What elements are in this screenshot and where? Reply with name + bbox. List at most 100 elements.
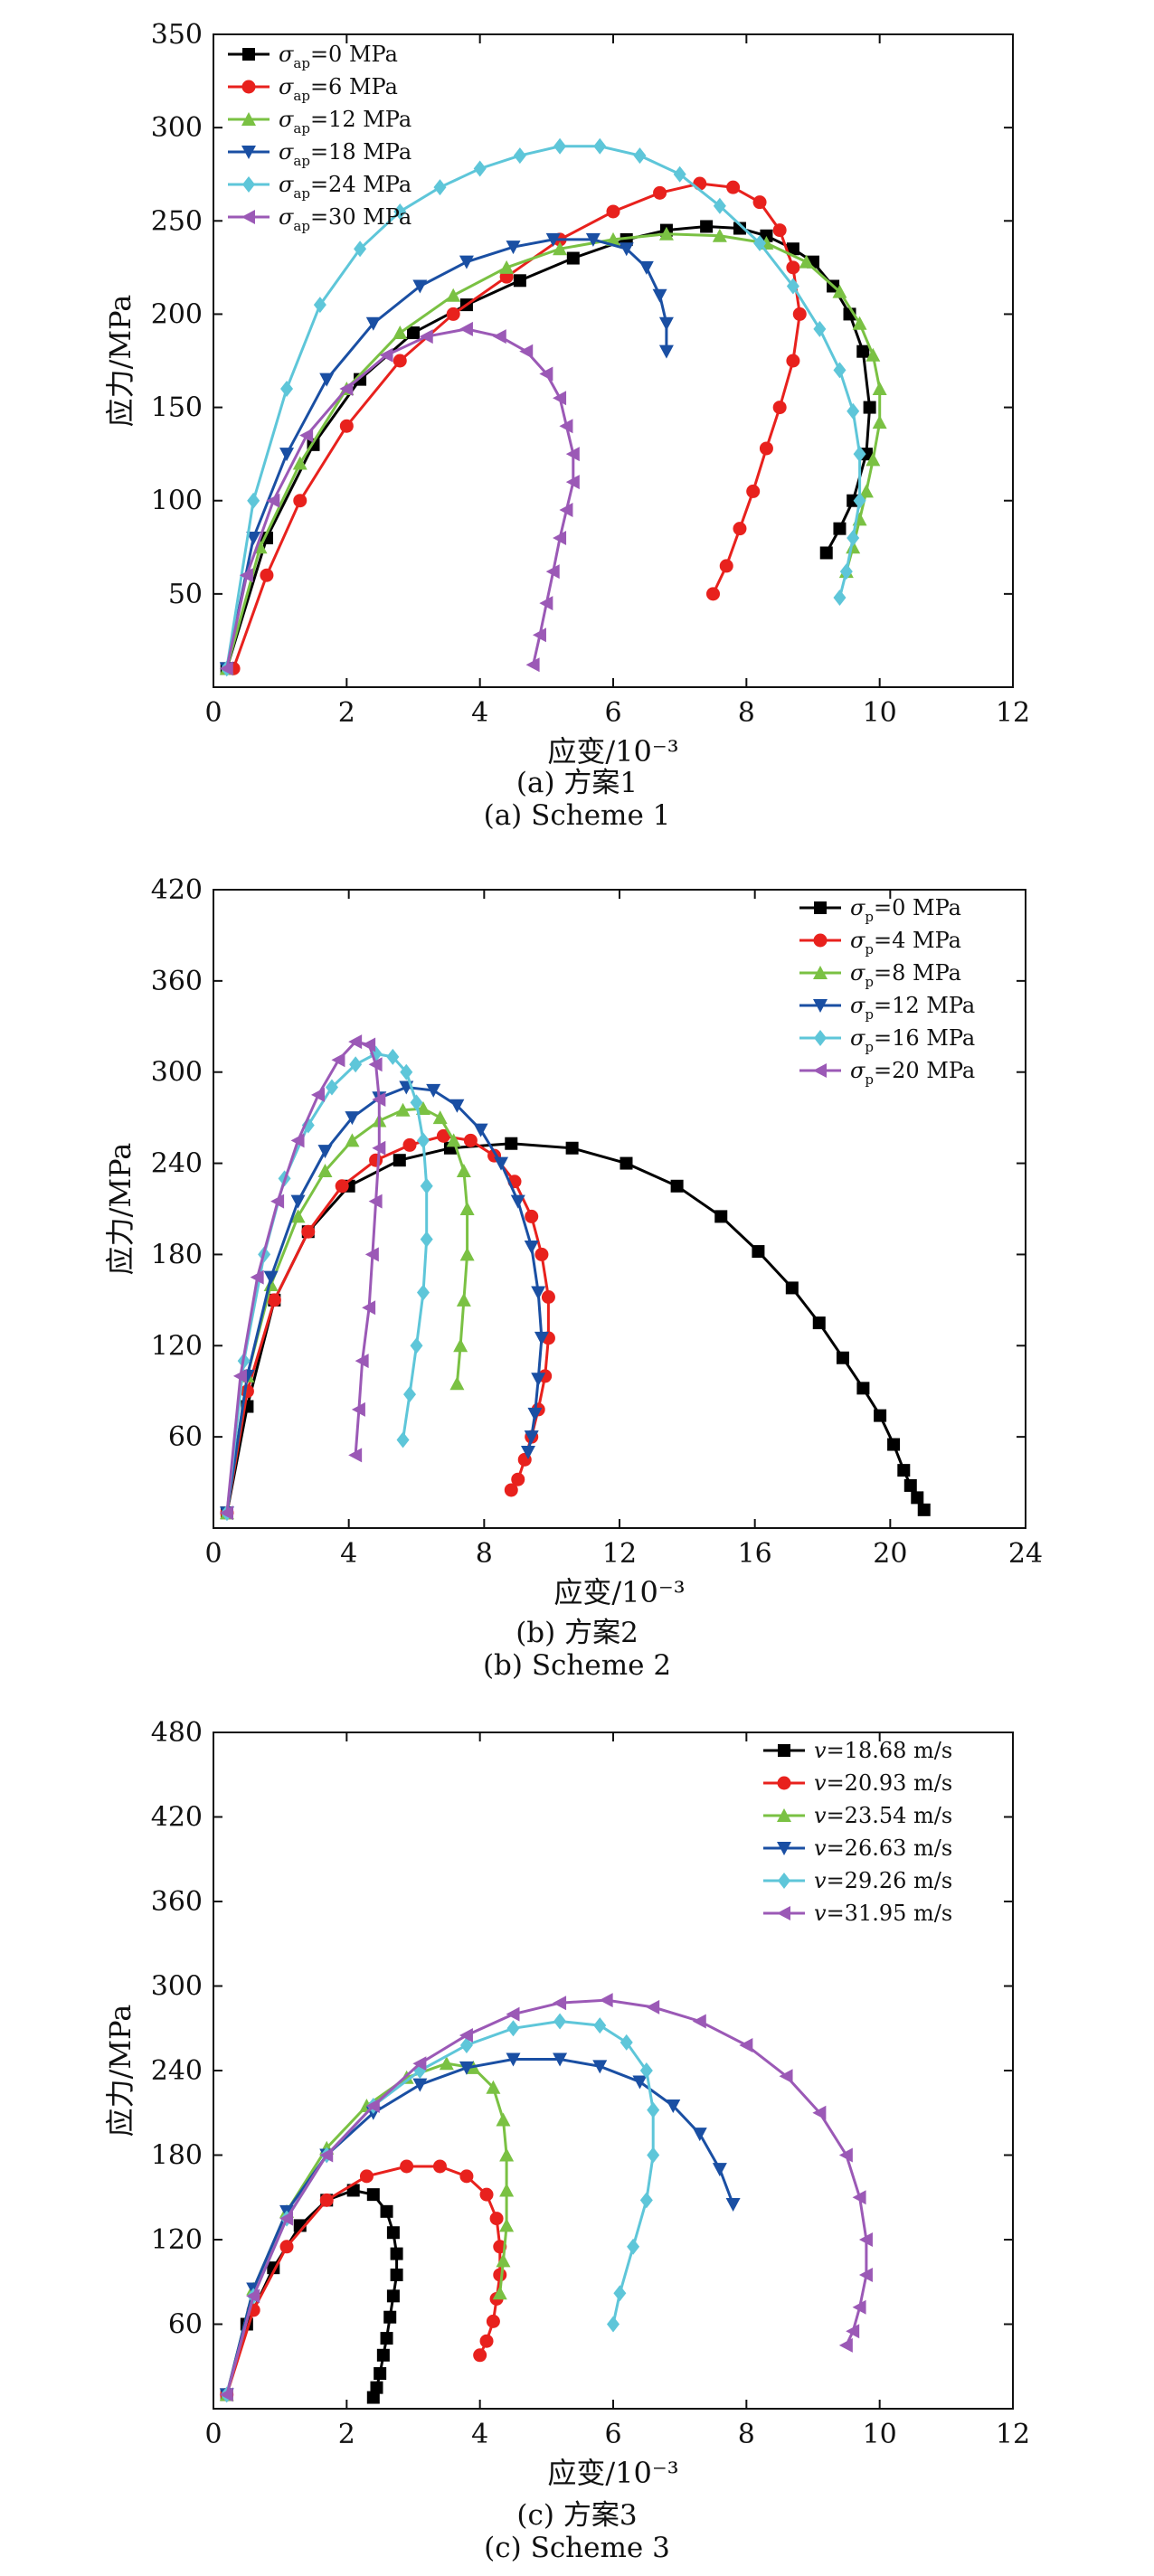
x-tick-label: 6: [604, 697, 621, 729]
data-point: [239, 568, 253, 583]
y-axis-label: 应力/MPa: [103, 295, 137, 428]
data-point: [505, 1137, 518, 1150]
y-tick-label: 180: [151, 1239, 203, 1270]
y-tick-label: 480: [151, 1717, 203, 1749]
legend-marker: [241, 80, 256, 94]
data-point: [525, 1209, 539, 1223]
legend-marker: [241, 146, 256, 159]
data-point: [393, 203, 407, 220]
x-tick-label: 0: [204, 1538, 222, 1570]
data-point: [541, 1289, 555, 1304]
data-point: [232, 1368, 247, 1383]
data-point: [219, 661, 233, 676]
data-point: [292, 456, 307, 470]
data-point: [513, 274, 526, 288]
data-point: [393, 354, 407, 368]
data-point: [393, 1154, 406, 1167]
data-point: [299, 428, 314, 443]
data-point: [410, 1337, 423, 1354]
data-point: [279, 2211, 294, 2226]
data-point: [290, 1209, 306, 1223]
panel-c-scheme-3: 0 2 4 6 8 10 12 60 120 180 240 300 360 420 480 应变/10⁻³ 应…: [0, 1700, 1154, 2576]
legend-entry: σp=20 MPa: [850, 1058, 975, 1088]
legend-entry: σap=0 MPa: [279, 42, 398, 71]
data-point: [599, 1993, 613, 2008]
legend-entry: σap=24 MPa: [279, 172, 411, 202]
data-point: [473, 160, 487, 177]
data-point: [317, 1163, 333, 1177]
data-point: [362, 1037, 376, 1052]
data-point: [525, 657, 540, 673]
data-point: [833, 589, 847, 606]
data-point: [492, 2286, 507, 2300]
series-2: [219, 226, 887, 675]
data-point: [553, 2013, 567, 2030]
data-point: [506, 2006, 520, 2022]
y-tick-label: 120: [151, 1330, 203, 1362]
data-point: [453, 1338, 468, 1353]
legend-entry: σap=12 MPa: [279, 107, 411, 137]
data-point: [632, 2075, 648, 2090]
data-point: [506, 2052, 521, 2067]
data-point: [532, 627, 546, 643]
y-tick-label: 420: [151, 1802, 203, 1834]
x-tick-label: 10: [863, 697, 897, 729]
x-tick-label: 8: [738, 2419, 755, 2450]
data-point: [534, 1331, 549, 1345]
legend-marker: [814, 901, 827, 914]
data-point: [489, 2212, 504, 2226]
series-2: [219, 1101, 475, 1520]
data-point: [499, 2218, 515, 2232]
legend-entry: v=26.63 m/s: [814, 1835, 952, 1861]
data-point: [499, 2147, 515, 2162]
data-point: [725, 2198, 741, 2213]
x-tick-label: 0: [204, 2419, 222, 2450]
data-point: [647, 2147, 660, 2164]
data-point: [279, 448, 295, 462]
data-point: [279, 2240, 294, 2254]
legend-entry: σp=0 MPa: [850, 895, 961, 925]
data-point: [874, 1409, 887, 1422]
x-tick-label: 12: [996, 697, 1030, 729]
data-point: [310, 1087, 325, 1102]
data-point: [280, 380, 294, 397]
data-point: [819, 546, 833, 560]
legend-entry: σp=16 MPa: [850, 1025, 975, 1055]
data-point: [412, 2056, 427, 2071]
y-tick-label: 300: [151, 1057, 203, 1089]
data-point: [565, 447, 580, 462]
data-point: [486, 2314, 500, 2328]
data-point: [513, 147, 526, 165]
data-point: [565, 475, 580, 490]
series-line: [225, 1040, 381, 1514]
data-point: [449, 1376, 465, 1391]
data-point: [486, 2080, 501, 2094]
data-point: [459, 2036, 473, 2053]
data-point: [446, 1133, 461, 1147]
data-point: [380, 2332, 393, 2345]
data-point: [439, 2056, 454, 2071]
data-point: [646, 1999, 660, 2015]
y-tick-label: 360: [151, 1886, 203, 1918]
data-point: [459, 1202, 475, 1215]
data-point: [620, 1156, 633, 1170]
data-point: [739, 2037, 753, 2052]
x-tick-label: 4: [471, 697, 488, 729]
legend-marker: [241, 112, 256, 126]
data-point: [606, 204, 620, 219]
data-point: [553, 241, 568, 256]
y-tick-label: 300: [151, 1971, 203, 2003]
data-point: [456, 1163, 471, 1177]
data-point: [553, 391, 567, 406]
data-point: [419, 329, 433, 344]
data-point: [692, 2128, 707, 2142]
data-point: [412, 279, 428, 294]
data-point: [290, 1194, 306, 1209]
data-point: [459, 2061, 474, 2075]
data-point: [364, 1247, 379, 1262]
data-point: [785, 1281, 799, 1295]
data-point: [733, 522, 747, 536]
data-point: [345, 1111, 360, 1126]
data-point: [506, 2020, 520, 2037]
